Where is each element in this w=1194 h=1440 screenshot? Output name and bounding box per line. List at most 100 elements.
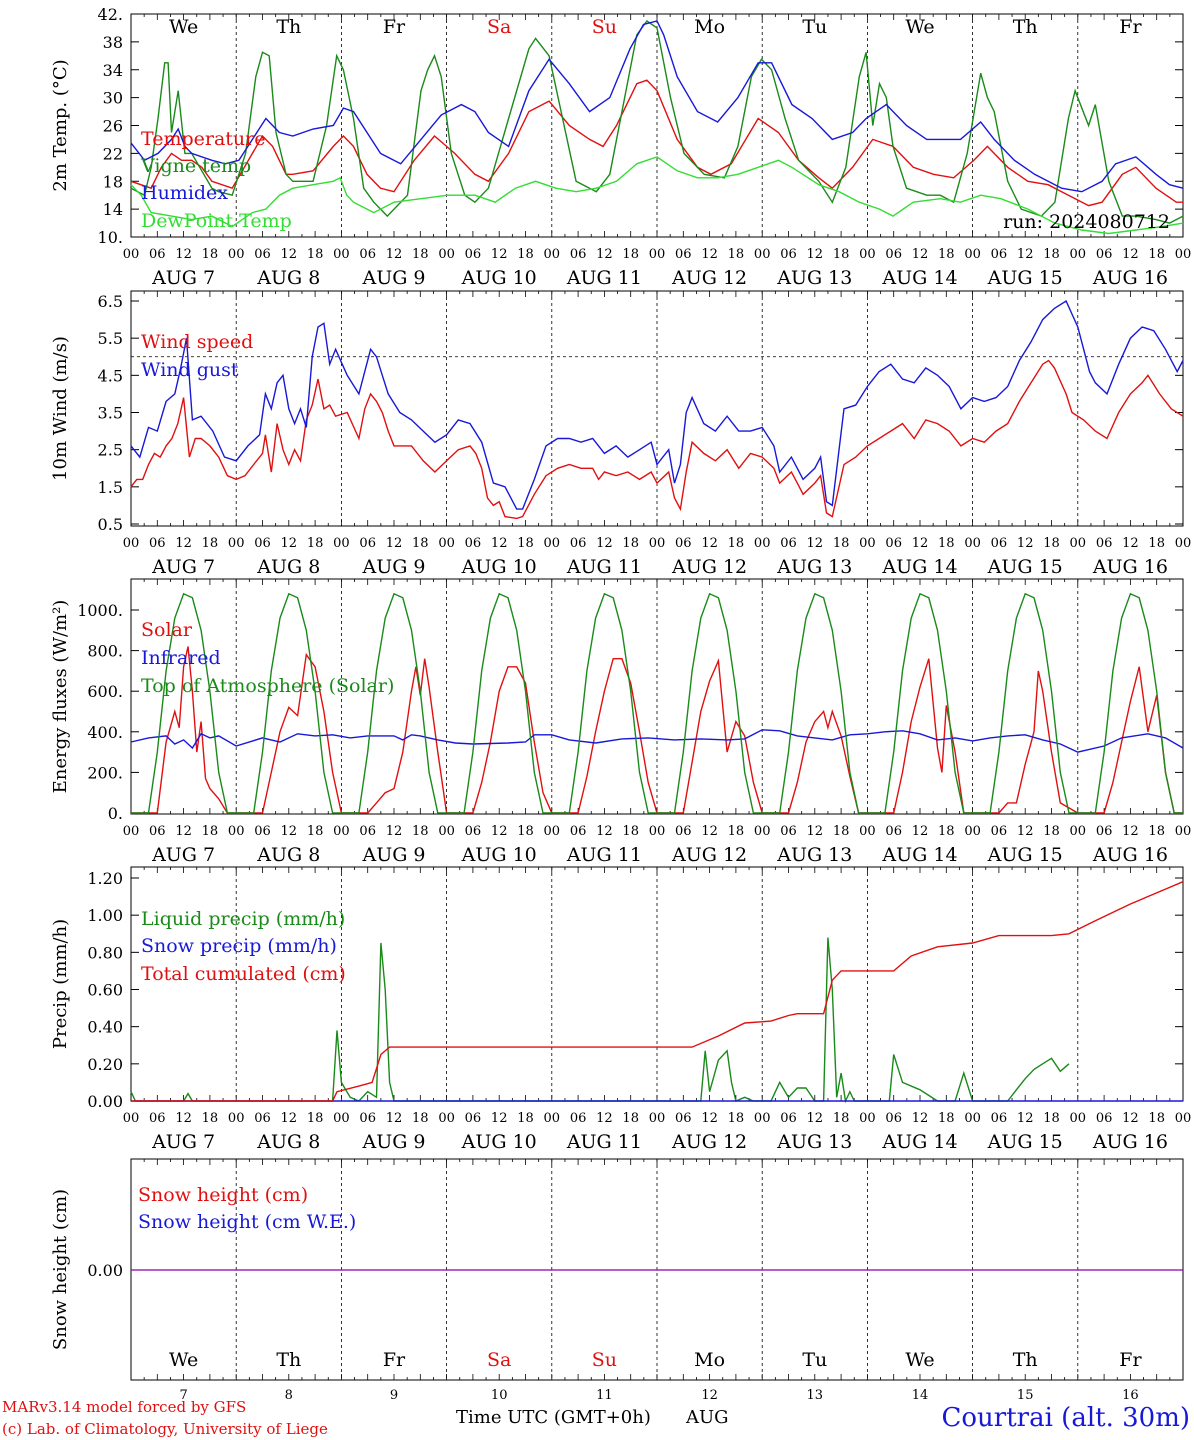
- hour-tick-label: 18: [728, 1111, 745, 1126]
- weekday-label: Tu: [802, 1349, 827, 1371]
- hour-tick-label: 06: [254, 536, 271, 551]
- hour-tick-label: 06: [149, 247, 166, 262]
- y-tick-label: 1.00: [87, 906, 123, 925]
- date-label: AUG 15: [987, 844, 1063, 866]
- hour-tick-label: 00: [544, 824, 561, 839]
- hour-tick-label: 18: [1043, 247, 1060, 262]
- y-tick-label: 400.: [87, 723, 123, 742]
- day-number-label: 9: [390, 1388, 398, 1403]
- hour-tick-label: 12: [807, 1111, 824, 1126]
- hour-tick-label: 12: [807, 247, 824, 262]
- date-label: AUG 12: [671, 844, 747, 866]
- hour-tick-label: 18: [202, 247, 219, 262]
- hour-tick-label: 12: [175, 824, 192, 839]
- hour-tick-label: 00: [333, 1111, 350, 1126]
- legend-entry: DewPoint Temp: [141, 210, 292, 232]
- hour-tick-label: 00: [438, 536, 455, 551]
- hour-tick-label: 12: [386, 536, 403, 551]
- date-label: AUG 10: [461, 267, 537, 289]
- hour-tick-label: 18: [622, 1111, 639, 1126]
- hour-tick-label: 18: [1148, 1111, 1165, 1126]
- hour-tick-label: 12: [491, 247, 508, 262]
- panel-2: 10m Wind (m/s) 0.5 1.5 2.5 3.5 4.5 5.5 6.5 00 06 1…: [50, 290, 1192, 578]
- date-label: AUG 13: [776, 267, 852, 289]
- legend-entry: Wind speed: [141, 331, 253, 353]
- hour-tick-label: 12: [1017, 824, 1034, 839]
- series-line-solar: [131, 646, 1183, 814]
- hour-tick-label: 12: [281, 824, 298, 839]
- hour-tick-label: 00: [859, 536, 876, 551]
- hour-tick-label: 00: [544, 1111, 561, 1126]
- y-tick-label: 0.80: [87, 943, 123, 962]
- hour-tick-label: 06: [885, 536, 902, 551]
- hour-tick-label: 06: [780, 1111, 797, 1126]
- legend-entry: Snow height (cm): [138, 1184, 308, 1206]
- date-label: AUG 10: [461, 1131, 537, 1153]
- hour-tick-label: 12: [807, 536, 824, 551]
- legend-entry: Temperature: [141, 128, 265, 150]
- weekday-label: Th: [276, 1349, 301, 1371]
- panel-frame: [130, 13, 1184, 238]
- hour-tick-label: 12: [175, 536, 192, 551]
- legend-entry: Snow height (cm W.E.): [138, 1211, 356, 1233]
- hour-tick-label: 12: [281, 536, 298, 551]
- hour-tick-label: 00: [123, 824, 140, 839]
- date-label: AUG 11: [566, 267, 642, 289]
- y-axis-label: 10m Wind (m/s): [50, 336, 71, 481]
- series-line-wind-gust: [130, 299, 1184, 510]
- date-label: AUG 8: [256, 1131, 320, 1153]
- hour-tick-label: 00: [964, 536, 981, 551]
- y-tick-label: 800.: [87, 642, 123, 661]
- hour-tick-label: 00: [1175, 247, 1192, 262]
- hour-tick-label: 18: [833, 536, 850, 551]
- y-tick-label: 18: [103, 172, 123, 191]
- hour-tick-label: 06: [359, 1111, 376, 1126]
- hour-tick-label: 12: [701, 1111, 718, 1126]
- hour-tick-label: 06: [359, 824, 376, 839]
- hour-tick-label: 18: [728, 824, 745, 839]
- hour-tick-label: 18: [412, 824, 429, 839]
- y-tick-label: 200.: [87, 763, 123, 782]
- hour-tick-label: 00: [544, 536, 561, 551]
- hour-tick-label: 00: [123, 247, 140, 262]
- hour-tick-label: 00: [544, 247, 561, 262]
- hour-tick-label: 12: [1017, 1111, 1034, 1126]
- hour-tick-label: 00: [1175, 536, 1192, 551]
- hour-tick-label: 00: [438, 1111, 455, 1126]
- day-number-label: 8: [285, 1388, 293, 1403]
- date-label: AUG 16: [1092, 1131, 1168, 1153]
- hour-tick-label: 12: [1122, 824, 1139, 839]
- hour-tick-label: 00: [859, 824, 876, 839]
- hour-tick-label: 18: [1043, 1111, 1060, 1126]
- y-tick-label: 0.5: [98, 515, 123, 534]
- date-label: AUG 7: [151, 556, 215, 578]
- hour-tick-label: 06: [254, 247, 271, 262]
- hour-tick-label: 12: [807, 824, 824, 839]
- hour-tick-label: 18: [307, 1111, 324, 1126]
- hour-tick-label: 00: [1070, 247, 1087, 262]
- hour-tick-label: 00: [964, 1111, 981, 1126]
- series-line-humidex: [130, 20, 1184, 193]
- y-tick-label: 5.5: [98, 329, 123, 348]
- hour-tick-label: 06: [1096, 824, 1113, 839]
- hour-tick-label: 06: [675, 247, 692, 262]
- hour-tick-label: 00: [333, 247, 350, 262]
- hour-tick-label: 18: [307, 824, 324, 839]
- hour-tick-label: 00: [333, 824, 350, 839]
- date-label: AUG 9: [361, 1131, 425, 1153]
- hour-tick-label: 06: [675, 536, 692, 551]
- hour-tick-label: 06: [254, 824, 271, 839]
- hour-tick-label: 00: [754, 536, 771, 551]
- hour-tick-label: 12: [701, 536, 718, 551]
- day-number-label: 10: [491, 1388, 508, 1403]
- legend-entry: Liquid precip (mm/h): [141, 908, 345, 930]
- hour-tick-label: 00: [1175, 1111, 1192, 1126]
- y-tick-label: 14: [103, 200, 123, 219]
- hour-tick-label: 06: [570, 536, 587, 551]
- hour-tick-label: 18: [938, 536, 955, 551]
- hour-tick-label: 12: [596, 247, 613, 262]
- y-tick-label: 0.60: [87, 981, 123, 1000]
- y-tick-label: 0.20: [87, 1055, 123, 1074]
- legend-entry: Humidex: [141, 182, 228, 204]
- hour-tick-label: 12: [491, 824, 508, 839]
